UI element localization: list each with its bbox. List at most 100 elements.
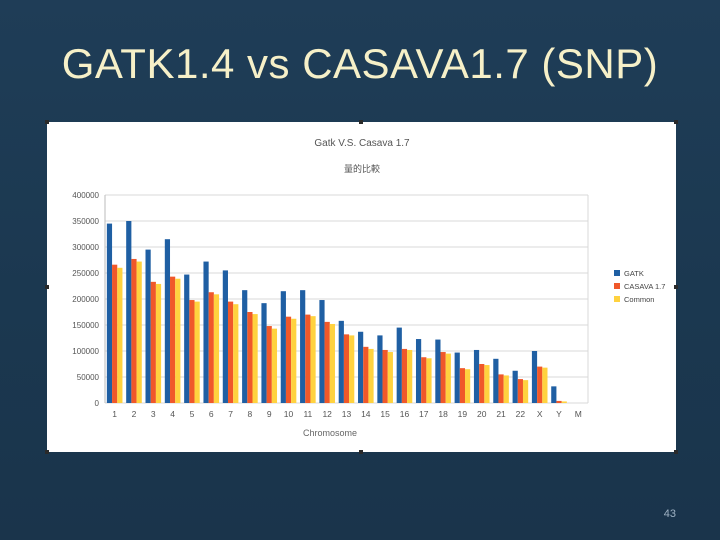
x-tick-label: 2	[132, 409, 137, 419]
bar-gatk	[338, 320, 344, 403]
bar-chart: Gatk V.S. Casava 1.7 量的比較 05000010000015…	[72, 138, 665, 438]
bar-common	[233, 304, 239, 403]
slide-title: GATK1.4 vs CASAVA1.7 (SNP)	[61, 40, 659, 87]
x-tick-label: 18	[438, 409, 448, 419]
y-axis-ticks: 0 50000 100000 150000 200000 250000 300000 3500…	[72, 191, 99, 408]
x-tick-label: 15	[380, 409, 390, 419]
selection-handle[interactable]	[45, 120, 49, 124]
chart-title: Gatk V.S. Casava 1.7	[314, 138, 410, 149]
bars	[106, 221, 567, 403]
x-tick-label: 13	[342, 409, 352, 419]
selection-handle[interactable]	[674, 450, 678, 454]
selection-handle[interactable]	[674, 120, 678, 124]
bar-casava-1-7	[285, 316, 292, 403]
bar-common	[155, 283, 162, 403]
x-tick-label: 17	[419, 409, 429, 419]
bar-gatk	[280, 291, 286, 403]
selection-handle[interactable]	[45, 450, 49, 454]
bar-gatk	[203, 261, 209, 403]
bar-gatk	[358, 331, 364, 403]
bar-common	[175, 278, 181, 403]
bar-common	[387, 352, 393, 403]
selection-handle[interactable]	[359, 450, 363, 454]
x-tick-label: X	[537, 409, 543, 419]
y-tick-label: 250000	[72, 269, 99, 278]
bar-gatk	[415, 339, 422, 403]
selection-handle[interactable]	[45, 285, 49, 289]
legend-label: Common	[624, 295, 654, 304]
x-tick-label: 22	[516, 409, 526, 419]
chart-frame: Gatk V.S. Casava 1.7 量的比較 0 50000 100000 15…	[47, 122, 676, 452]
y-tick-label: 300000	[72, 243, 99, 252]
bar-casava-1-7	[498, 374, 504, 403]
x-axis-ticks: 1 2 3 4 5 6 7 8 9 10 11 12 13 14 15 16 17 18 19 20 21 22 X Y M	[112, 409, 582, 419]
bar-gatk	[551, 386, 557, 403]
bar-casava-1-7	[517, 379, 523, 403]
bar-casava-1-7	[401, 348, 408, 403]
bar-casava-1-7	[343, 334, 350, 403]
bar-common	[329, 323, 335, 403]
x-tick-label: M	[575, 409, 582, 419]
bar-common	[368, 348, 374, 403]
bar-casava-1-7	[324, 321, 330, 403]
bar-common	[291, 318, 297, 403]
y-tick-label: 200000	[72, 295, 99, 304]
y-tick-label: 350000	[72, 217, 99, 226]
bar-casava-1-7	[363, 346, 369, 403]
bar-common	[271, 328, 278, 403]
bar-common	[465, 369, 471, 403]
x-tick-label: 12	[322, 409, 332, 419]
x-tick-label: 9	[267, 409, 272, 419]
bar-common	[310, 316, 316, 403]
bar-gatk	[222, 270, 228, 403]
bar-casava-1-7	[440, 352, 446, 403]
bar-gatk	[145, 249, 151, 403]
x-tick-label: 21	[496, 409, 506, 419]
legend-swatch	[614, 296, 620, 302]
y-tick-label: 150000	[72, 321, 99, 330]
selection-handle[interactable]	[674, 285, 678, 289]
x-axis-label: Chromosome	[303, 428, 357, 438]
bar-common	[194, 301, 200, 403]
x-tick-label: 20	[477, 409, 487, 419]
x-tick-label: 11	[303, 409, 312, 419]
x-tick-label: 7	[228, 409, 233, 419]
bar-gatk	[454, 352, 460, 403]
bar-common	[426, 358, 432, 403]
bar-gatk	[106, 223, 113, 403]
bar-casava-1-7	[459, 368, 466, 403]
legend: GATK CASAVA 1.7 Common	[614, 269, 665, 304]
page-number: 43	[663, 508, 676, 520]
bar-common	[522, 380, 529, 403]
bar-gatk	[319, 300, 325, 403]
legend-swatch	[614, 283, 620, 289]
bar-common	[117, 267, 123, 403]
x-tick-label: Y	[556, 409, 562, 419]
bar-gatk	[396, 327, 402, 403]
bar-common	[484, 365, 490, 403]
x-tick-label: 19	[458, 409, 468, 419]
bar-gatk	[242, 290, 248, 403]
legend-label: GATK	[624, 269, 644, 278]
bar-gatk	[473, 349, 480, 403]
bar-gatk	[261, 303, 267, 403]
bar-casava-1-7	[150, 281, 156, 403]
bar-casava-1-7	[170, 276, 176, 403]
x-tick-label: 1	[112, 409, 117, 419]
bar-casava-1-7	[266, 326, 272, 403]
bar-casava-1-7	[247, 312, 253, 403]
y-tick-label: 100000	[72, 347, 99, 356]
chart-subtitle: 量的比較	[344, 163, 380, 174]
selection-handle[interactable]	[359, 120, 363, 124]
bar-casava-1-7	[131, 258, 137, 403]
legend-label: CASAVA 1.7	[624, 282, 665, 291]
bar-casava-1-7	[112, 264, 118, 403]
bar-common	[445, 353, 451, 403]
bar-casava-1-7	[382, 349, 388, 403]
bar-casava-1-7	[189, 300, 195, 403]
x-tick-label: 16	[400, 409, 410, 419]
bar-common	[561, 401, 567, 403]
bar-casava-1-7	[479, 364, 485, 403]
bar-casava-1-7	[556, 400, 562, 403]
bar-casava-1-7	[537, 366, 543, 403]
